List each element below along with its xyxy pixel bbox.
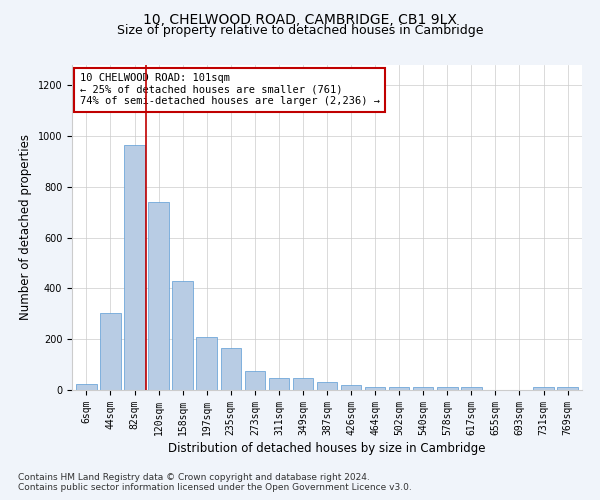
Bar — [269, 378, 289, 390]
X-axis label: Distribution of detached houses by size in Cambridge: Distribution of detached houses by size … — [168, 442, 486, 455]
Bar — [76, 384, 97, 390]
Text: 10, CHELWOOD ROAD, CAMBRIDGE, CB1 9LX: 10, CHELWOOD ROAD, CAMBRIDGE, CB1 9LX — [143, 12, 457, 26]
Bar — [557, 387, 578, 390]
Bar — [461, 387, 482, 390]
Bar — [437, 387, 458, 390]
Bar — [245, 371, 265, 390]
Bar — [341, 386, 361, 390]
Bar — [317, 382, 337, 390]
Text: Contains public sector information licensed under the Open Government Licence v3: Contains public sector information licen… — [18, 484, 412, 492]
Y-axis label: Number of detached properties: Number of detached properties — [19, 134, 32, 320]
Bar — [413, 387, 433, 390]
Bar — [124, 145, 145, 390]
Text: Size of property relative to detached houses in Cambridge: Size of property relative to detached ho… — [117, 24, 483, 37]
Bar — [172, 281, 193, 390]
Text: Contains HM Land Registry data © Crown copyright and database right 2024.: Contains HM Land Registry data © Crown c… — [18, 474, 370, 482]
Bar — [293, 378, 313, 390]
Bar — [100, 312, 121, 390]
Bar — [196, 336, 217, 390]
Bar — [221, 348, 241, 390]
Bar — [365, 387, 385, 390]
Text: 10 CHELWOOD ROAD: 101sqm
← 25% of detached houses are smaller (761)
74% of semi-: 10 CHELWOOD ROAD: 101sqm ← 25% of detach… — [80, 73, 380, 106]
Bar — [148, 202, 169, 390]
Bar — [389, 387, 409, 390]
Bar — [533, 387, 554, 390]
